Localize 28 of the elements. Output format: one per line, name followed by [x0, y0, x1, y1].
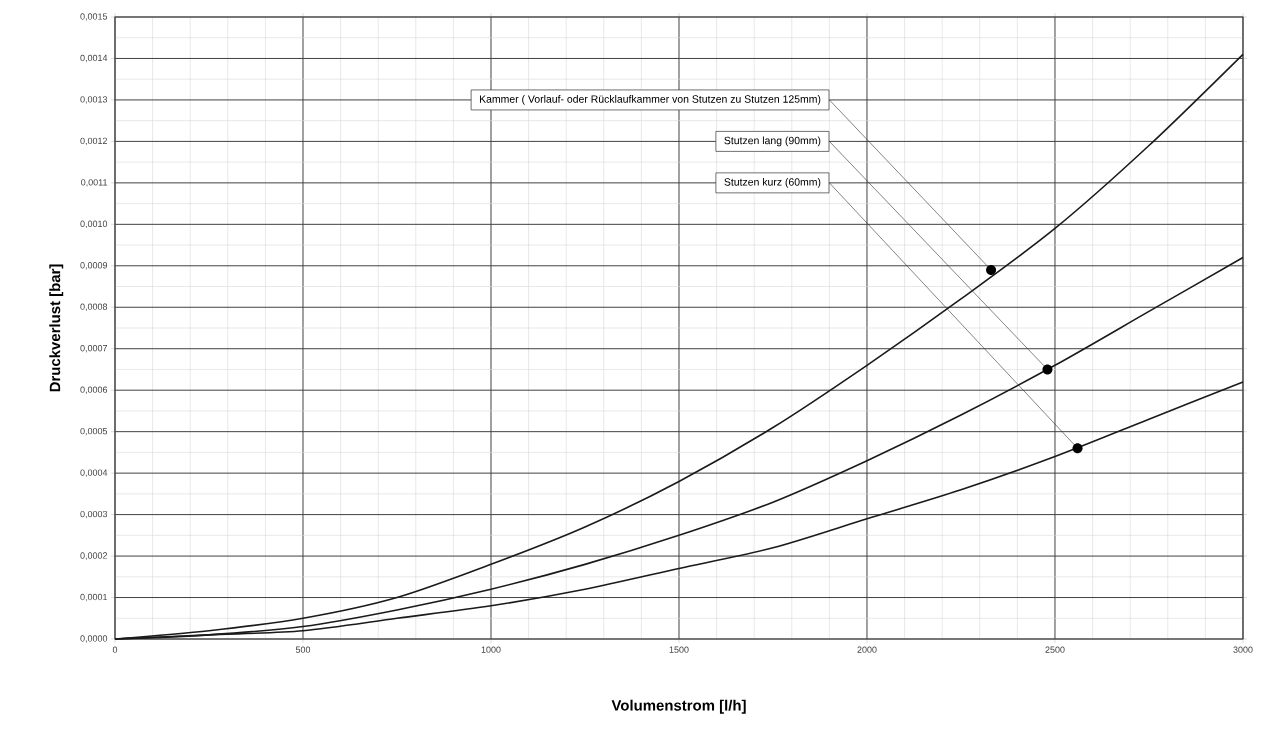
y-axis-title: Druckverlust [bar] — [49, 264, 64, 392]
x-tick-label: 500 — [295, 646, 311, 653]
y-tick-label: 0,0005 — [80, 427, 108, 436]
y-tick-label: 0,0004 — [80, 469, 108, 477]
y-tick-label: 0,0013 — [80, 96, 108, 104]
annotation: Stutzen lang (90mm) — [724, 136, 821, 147]
y-tick-label: 0,0012 — [80, 137, 108, 146]
x-tick-label: 0 — [112, 646, 118, 653]
y-tick-label: 0,0000 — [80, 635, 108, 643]
y-tick-label: 0,0001 — [80, 593, 108, 602]
y-tick-label: 0,0003 — [80, 510, 108, 519]
x-tick-label: 1000 — [481, 646, 501, 653]
x-tick-label: 2000 — [857, 646, 877, 653]
y-tick-label: 0,0015 — [80, 13, 108, 21]
y-tick-label: 0,0006 — [80, 386, 108, 394]
y-tick-label: 0,0010 — [80, 220, 108, 229]
x-tick-label: 2500 — [1045, 646, 1065, 653]
annotation: Kammer ( Vorlauf- oder Rücklaufkammer von Stutzen zu Stutzen 125mm) — [479, 95, 821, 105]
y-tick-label: 0,0011 — [81, 179, 108, 187]
y-tick-label: 0,0008 — [80, 303, 108, 311]
y-tick-label: 0,0002 — [80, 552, 108, 560]
x-tick-label: 3000 — [1233, 646, 1253, 653]
annotation: Stutzen kurz (60mm) — [724, 177, 821, 188]
y-tick-label: 0,0014 — [80, 54, 108, 63]
x-tick-label: 1500 — [669, 646, 689, 653]
x-axis-title: Volumenstrom [l/h] — [611, 699, 746, 714]
y-tick-label: 0,0007 — [80, 345, 108, 353]
y-tick-label: 0,0009 — [80, 262, 108, 270]
